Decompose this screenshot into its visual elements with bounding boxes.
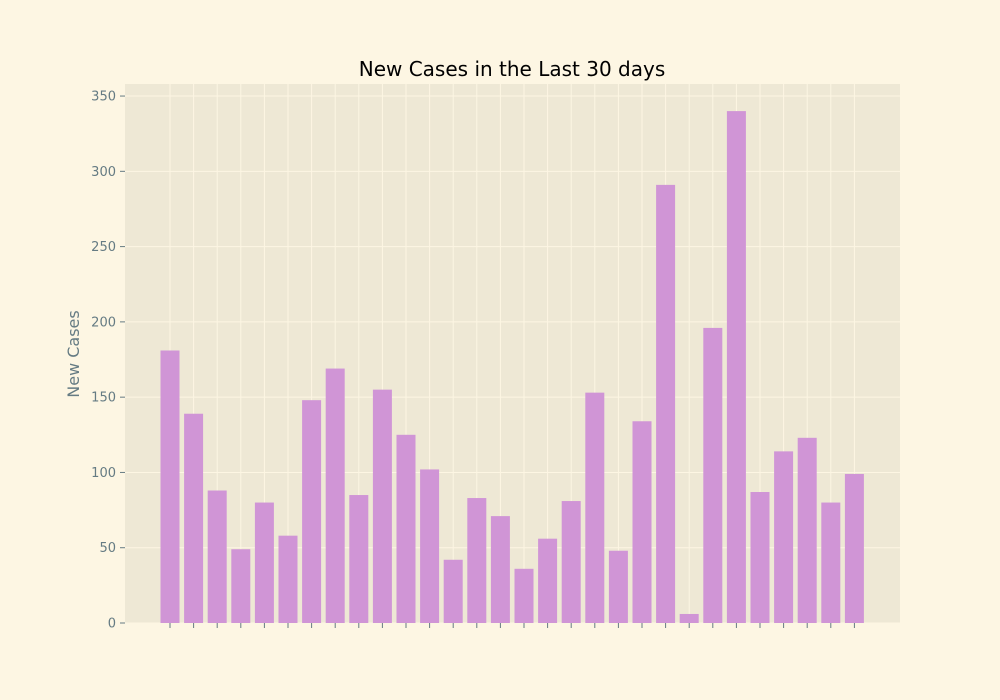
bar <box>396 434 416 623</box>
axes: 0 50 100 150 200 250 300 350 <box>91 90 855 632</box>
bar <box>467 498 487 623</box>
bar <box>254 502 274 623</box>
bar <box>656 184 676 623</box>
bar <box>231 549 251 623</box>
y-tick-label: 300 <box>91 165 116 180</box>
bar <box>349 495 369 623</box>
bar <box>750 492 770 623</box>
bar <box>184 413 204 623</box>
bar <box>325 368 345 623</box>
bar <box>703 327 723 623</box>
y-tick-label: 50 <box>99 541 116 556</box>
bar <box>632 421 652 623</box>
plot-area <box>125 84 900 623</box>
bar <box>821 502 841 623</box>
bar <box>420 469 440 623</box>
bar <box>774 451 794 623</box>
bars <box>160 111 864 623</box>
bar <box>844 473 864 623</box>
bar <box>443 559 463 623</box>
y-tick-label: 200 <box>91 315 116 330</box>
y-tick-label: 150 <box>91 391 116 406</box>
bar <box>797 437 817 623</box>
bar <box>207 490 227 623</box>
y-tick-label: 100 <box>91 466 116 481</box>
bar <box>585 392 605 623</box>
y-tick-label: 350 <box>91 90 116 105</box>
chart-title: New Cases in the Last 30 days <box>359 57 666 81</box>
bar <box>160 350 180 623</box>
bar <box>514 568 534 623</box>
bar <box>372 389 392 623</box>
y-axis-label: New Cases <box>64 310 83 397</box>
bar <box>490 516 510 623</box>
y-tick-label: 0 <box>108 617 116 632</box>
y-tick-label: 250 <box>91 240 116 255</box>
bar <box>302 400 322 623</box>
bar <box>278 535 298 623</box>
bar <box>726 111 746 623</box>
bar <box>608 550 628 623</box>
bar <box>679 613 699 623</box>
bar <box>561 501 581 623</box>
bar <box>538 538 558 623</box>
